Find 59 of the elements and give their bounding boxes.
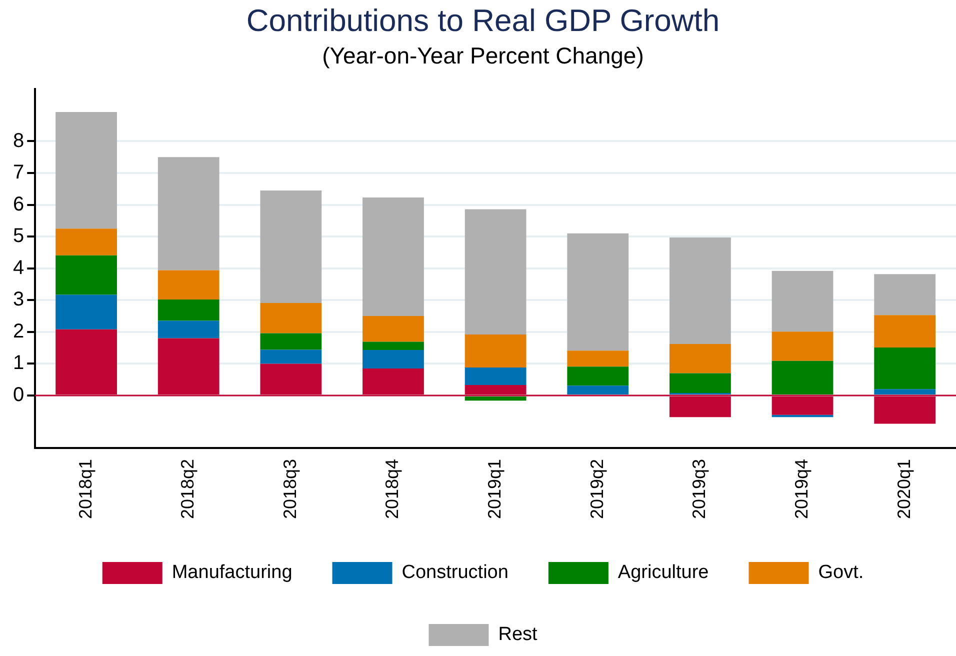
bar [260, 333, 322, 350]
bar [874, 348, 936, 390]
bar [56, 255, 117, 295]
bar [158, 270, 220, 300]
y-tick-label: 3 [13, 288, 24, 311]
legend-label: Govt. [818, 562, 864, 584]
bar [874, 274, 936, 316]
bar [772, 360, 834, 394]
chart-subtitle: (Year-on-Year Percent Change) [322, 42, 644, 68]
bar [362, 342, 424, 350]
y-tick-label: 0 [13, 384, 24, 406]
x-tick-label: 2019q1 [484, 458, 505, 520]
bar [670, 344, 731, 374]
bar [567, 233, 629, 351]
bar [362, 316, 424, 342]
bar [260, 350, 322, 364]
y-tick-label: 6 [13, 193, 24, 216]
bar [56, 112, 117, 229]
bar [567, 386, 629, 394]
bar [464, 209, 526, 334]
bar [772, 332, 834, 361]
legend-label: Manufacturing [172, 562, 292, 584]
y-tick-label: 5 [13, 225, 24, 248]
y-tick-label: 8 [13, 130, 24, 152]
bar [670, 373, 731, 393]
bar [567, 366, 629, 386]
bar [772, 270, 834, 332]
bar [874, 315, 936, 348]
x-tick-label: 2020q1 [894, 458, 914, 520]
bar [158, 157, 220, 270]
x-tick-label: 2018q4 [382, 458, 402, 520]
bar [567, 350, 629, 367]
x-tick-label: 2019q4 [791, 458, 812, 520]
bar [56, 228, 117, 256]
y-tick-label: 2 [13, 320, 24, 342]
legend-label: Construction [402, 562, 508, 584]
x-tick-label: 2018q1 [75, 458, 96, 520]
bar [56, 294, 117, 330]
x-tick-label: 2018q2 [178, 458, 198, 520]
bar [464, 396, 526, 401]
legend-label: Rest [498, 624, 538, 646]
bar [874, 389, 936, 394]
y-tick-label: 7 [13, 162, 24, 184]
bar [260, 190, 322, 304]
bar [464, 368, 526, 386]
bar [260, 303, 322, 334]
bar [158, 320, 220, 338]
bar [670, 238, 731, 344]
y-tick-label: 1 [13, 352, 24, 374]
bar [464, 334, 526, 368]
bar [362, 197, 424, 316]
legend-label: Agriculture [618, 562, 709, 584]
y-tick-label: 4 [13, 256, 24, 279]
bar [362, 350, 424, 368]
x-tick-label: 2019q2 [586, 458, 607, 520]
chart-title: Contributions to Real GDP Growth [246, 3, 720, 38]
x-tick-label: 2019q3 [689, 458, 710, 520]
x-tick-label: 2018q3 [280, 458, 300, 520]
bar [158, 300, 220, 321]
